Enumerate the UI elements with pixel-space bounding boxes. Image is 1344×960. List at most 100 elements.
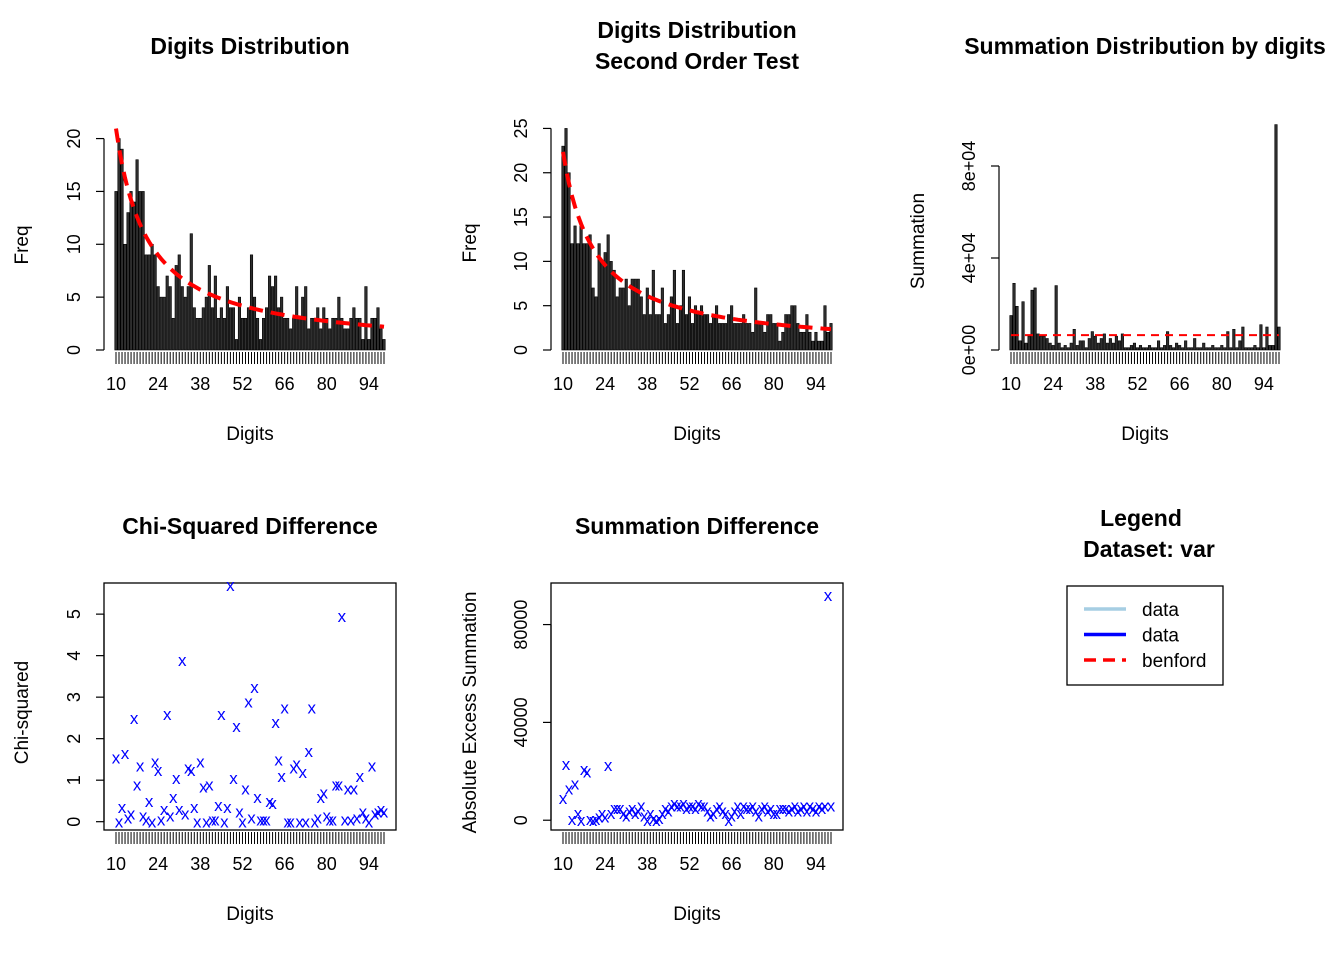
bar [192,307,196,351]
data-point-x-marker: x [682,799,691,818]
bar [252,296,257,351]
bar [699,305,704,351]
bar [715,305,719,351]
bar [346,328,350,351]
x-tick-label: 10 [553,374,573,394]
bar [636,278,640,351]
bar [1069,342,1073,351]
bar [805,314,809,351]
bar [751,331,755,351]
bar [186,286,190,351]
bar [180,286,184,351]
bar [1138,345,1143,351]
data-point-x-marker: x [232,717,241,736]
bar [325,317,329,351]
data-point-x-marker: x [818,799,827,818]
data-point-x-marker: x [250,678,259,697]
x-tick-label: 94 [806,854,826,874]
bar [1277,326,1281,351]
data-point-x-marker: x [703,801,712,820]
bar [799,331,803,351]
data-point-x-marker: x [580,760,589,779]
bar [1024,342,1028,351]
bar [826,331,830,351]
data-point-x-marker: x [736,804,745,823]
x-tick-label: 38 [637,374,657,394]
bar [796,323,800,351]
bar [1220,345,1224,351]
data-point-x-marker: x [748,797,757,816]
data-point-x-marker: x [821,797,830,816]
bar [319,328,323,351]
data-point-x-marker: x [782,799,791,818]
bar [597,243,601,351]
bar [666,314,670,351]
bar [286,317,290,351]
chart-panel-4: Chi-Squared Difference Digits Chi-squared 0… [12,513,397,925]
data-point-x-marker: x [124,809,133,828]
x-tick-label: 38 [190,854,210,874]
y-axis-label: Summation [908,193,929,289]
bar [165,275,169,351]
bar-series [114,138,386,351]
x-tick-label: 94 [359,374,379,394]
bar [1144,347,1149,351]
bar [1018,340,1022,351]
bar [1223,347,1227,351]
bar [1060,347,1064,351]
data-point-x-marker: x [583,762,592,781]
data-point-x-marker: x [271,713,280,732]
data-point-x-marker: x [724,811,733,830]
bar [153,254,157,351]
data-point-x-marker: x [371,804,380,823]
bar [147,254,151,351]
data-point-x-marker: x [757,799,766,818]
bar [1147,345,1152,351]
bar [310,317,314,351]
bar [132,201,136,351]
bar [1063,345,1067,351]
data-point-x-marker: x [226,576,235,595]
x-tick-label: 66 [275,854,295,874]
bar [1196,347,1200,351]
data-point-x-marker: x [175,800,184,819]
bar [1250,347,1254,351]
bar [1078,340,1082,351]
bar [1268,345,1272,351]
bar [600,261,604,351]
data-point-x-marker: x [664,801,673,820]
data-point-x-marker: x [202,813,211,832]
data-point-x-marker: x [362,809,371,828]
data-point-x-marker: x [157,811,166,830]
bar [1238,340,1242,351]
bar [379,328,383,351]
bar [793,305,797,351]
data-point-x-marker: x [637,797,646,816]
bar [1102,333,1106,351]
y-axis: 0 5 10 15 20 25 [511,118,552,355]
bar [624,278,628,351]
data-point-x-marker: x [380,802,389,821]
y-tick-label: 2 [64,734,84,744]
data-point-x-marker: x [347,811,356,830]
bar [313,317,317,351]
data-point-x-marker: x [310,813,319,832]
bar [1027,335,1031,351]
x-tick-label: 10 [1001,374,1021,394]
bar [1120,333,1124,351]
data-point-x-marker: x [812,801,821,820]
plot-frame [103,582,397,831]
bar [201,307,205,351]
y-tick-label: 8e+04 [959,141,979,192]
data-point-x-marker: x [779,799,788,818]
bar [748,323,752,351]
bar [603,252,607,351]
y-tick-label: 80000 [511,600,531,650]
data-point-x-marker: x [598,804,607,823]
data-point-x-marker: x [655,809,664,828]
y-tick-label: 15 [64,181,84,201]
data-point-x-marker: x [592,810,601,829]
data-point-x-marker: x [586,810,595,829]
data-point-x-marker: x [607,804,616,823]
bar [1087,338,1091,351]
